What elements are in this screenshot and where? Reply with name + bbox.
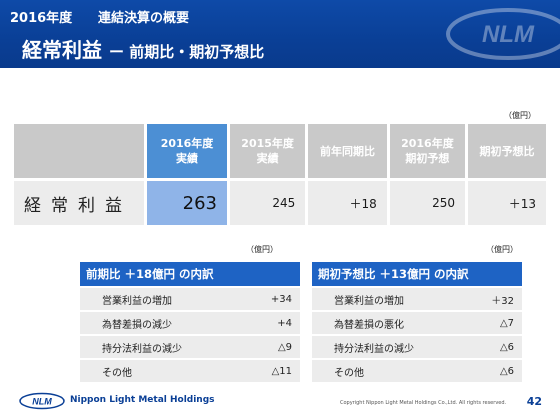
value-2016-actual: 263	[145, 178, 230, 225]
breakdown-label: 持分法利益の減少	[312, 334, 473, 359]
breakdown-value: △6	[472, 358, 522, 382]
forecast-breakdown-title: 期初予想比 ＋13億円 の内訳	[312, 260, 522, 287]
table-row: その他 △11	[80, 358, 300, 382]
breakdown-label: 営業利益の増加	[312, 286, 473, 311]
value-2016-forecast: 250	[388, 178, 469, 225]
col-2016-forecast: 2016年度 期初予想	[388, 124, 469, 180]
row-label-ordinary-profit: 経常利益	[14, 178, 147, 225]
table-row: 営業利益の増加 ＋32	[312, 286, 522, 311]
page-number: 42	[526, 395, 542, 408]
unit-label-left: （億円）	[246, 245, 278, 254]
unit-label-right: （億円）	[486, 245, 518, 254]
breakdown-value: △6	[472, 334, 522, 359]
company-logo-icon: NLM	[19, 392, 65, 410]
col-vs-forecast: 期初予想比	[466, 124, 546, 180]
section-subtitle: 連結決算の概要	[98, 11, 190, 26]
copyright-text: Copyright Nippon Light Metal Holdings Co…	[340, 400, 507, 406]
brand-watermark-icon: NLM	[446, 8, 560, 60]
value-vs-forecast: ＋13	[466, 178, 546, 225]
slide-header: 2016年度 連結決算の概要 経常利益 ー 前期比・期初予想比 NLM	[0, 0, 560, 68]
table-row: その他 △6	[312, 358, 522, 382]
unit-label-main: （億円）	[504, 111, 536, 120]
breakdown-value: △9	[250, 334, 300, 359]
page-title: 経常利益 ー 前期比・期初予想比	[22, 34, 264, 63]
yoy-breakdown-table: 前期比 ＋18億円 の内訳 営業利益の増加 +34 為替差損の減少 +4 持分法…	[80, 260, 300, 382]
yoy-breakdown-title: 前期比 ＋18億円 の内訳	[80, 260, 300, 287]
table-corner	[14, 124, 147, 180]
company-logo-text: NLM	[32, 397, 52, 407]
value-yoy: ＋18	[306, 178, 390, 225]
breakdown-label: その他	[312, 358, 473, 382]
breakdown-label: 為替差損の減少	[80, 310, 251, 335]
col-yoy: 前年同期比	[306, 124, 390, 180]
breakdown-label: 為替差損の悪化	[312, 310, 473, 335]
fiscal-year-label: 2016年度	[10, 11, 73, 26]
brand-watermark-text: NLM	[482, 21, 535, 48]
breakdown-label: 持分法利益の減少	[80, 334, 251, 359]
breakdown-label: 営業利益の増加	[80, 286, 251, 311]
forecast-breakdown-table: 期初予想比 ＋13億円 の内訳 営業利益の増加 ＋32 為替差損の悪化 △7 持…	[312, 260, 522, 382]
table-row: 持分法利益の減少 △9	[80, 334, 300, 359]
value-2015-actual: 245	[228, 178, 309, 225]
profit-table: 2016年度 実績 2015年度 実績 前年同期比 2016年度 期初予想 期初…	[14, 124, 546, 225]
breakdown-value: △7	[472, 310, 522, 335]
col-2015-actual: 2015年度 実績	[228, 124, 309, 180]
title-sub: ー 前期比・期初予想比	[108, 43, 265, 61]
table-row: 為替差損の減少 +4	[80, 310, 300, 335]
table-row: 為替差損の悪化 △7	[312, 310, 522, 335]
table-row: 営業利益の増加 +34	[80, 286, 300, 311]
breakdown-value: △11	[250, 358, 300, 382]
profit-table-header-row: 2016年度 実績 2015年度 実績 前年同期比 2016年度 期初予想 期初…	[14, 124, 546, 180]
breakdown-value: +34	[250, 286, 300, 311]
company-name: Nippon Light Metal Holdings	[70, 395, 215, 405]
breakdown-value: +4	[250, 310, 300, 335]
col-2016-actual: 2016年度 実績	[145, 124, 230, 180]
breakdown-label: その他	[80, 358, 251, 382]
breakdown-value: ＋32	[472, 286, 522, 311]
title-main: 経常利益	[22, 38, 102, 62]
table-row: 持分法利益の減少 △6	[312, 334, 522, 359]
table-row: 経常利益 263 245 ＋18 250 ＋13	[14, 178, 546, 225]
